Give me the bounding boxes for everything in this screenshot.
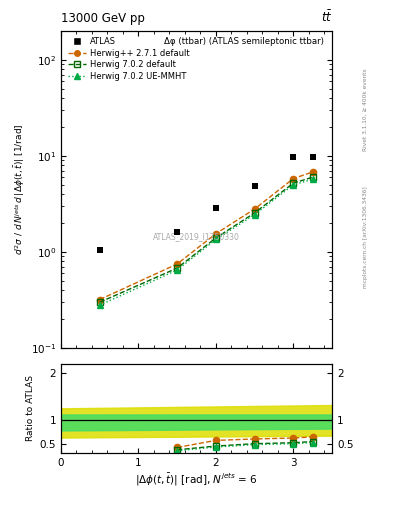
Text: 13000 GeV pp: 13000 GeV pp [61, 12, 145, 25]
Text: mcplots.cern.ch [arXiv:1306.3436]: mcplots.cern.ch [arXiv:1306.3436] [363, 186, 368, 288]
Point [97, 246, 103, 254]
Point [252, 182, 258, 190]
Text: ATLAS_2019_I1750330: ATLAS_2019_I1750330 [153, 232, 240, 242]
Point [290, 153, 296, 161]
Y-axis label: Ratio to ATLAS: Ratio to ATLAS [26, 375, 35, 441]
Text: Rivet 3.1.10, ≥ 400k events: Rivet 3.1.10, ≥ 400k events [363, 69, 368, 152]
Text: $t\bar{t}$: $t\bar{t}$ [321, 9, 332, 25]
X-axis label: $|\Delta\phi(t,\bar{t})|$ [rad], $N^{jets}$ = 6: $|\Delta\phi(t,\bar{t})|$ [rad], $N^{jet… [135, 472, 258, 488]
Text: Δφ (ttbar) (ATLAS semileptonic ttbar): Δφ (ttbar) (ATLAS semileptonic ttbar) [164, 37, 324, 46]
Point [213, 204, 219, 212]
Y-axis label: $d^2\sigma$ / $d\,N^{jets}\,d\,|\Delta\phi(t,\bar{t})|$ [1/rad]: $d^2\sigma$ / $d\,N^{jets}\,d\,|\Delta\p… [12, 123, 26, 255]
Point [310, 153, 316, 161]
Legend: ATLAS, Herwig++ 2.7.1 default, Herwig 7.0.2 default, Herwig 7.0.2 UE-MMHT: ATLAS, Herwig++ 2.7.1 default, Herwig 7.… [65, 35, 192, 83]
Point [174, 228, 180, 237]
